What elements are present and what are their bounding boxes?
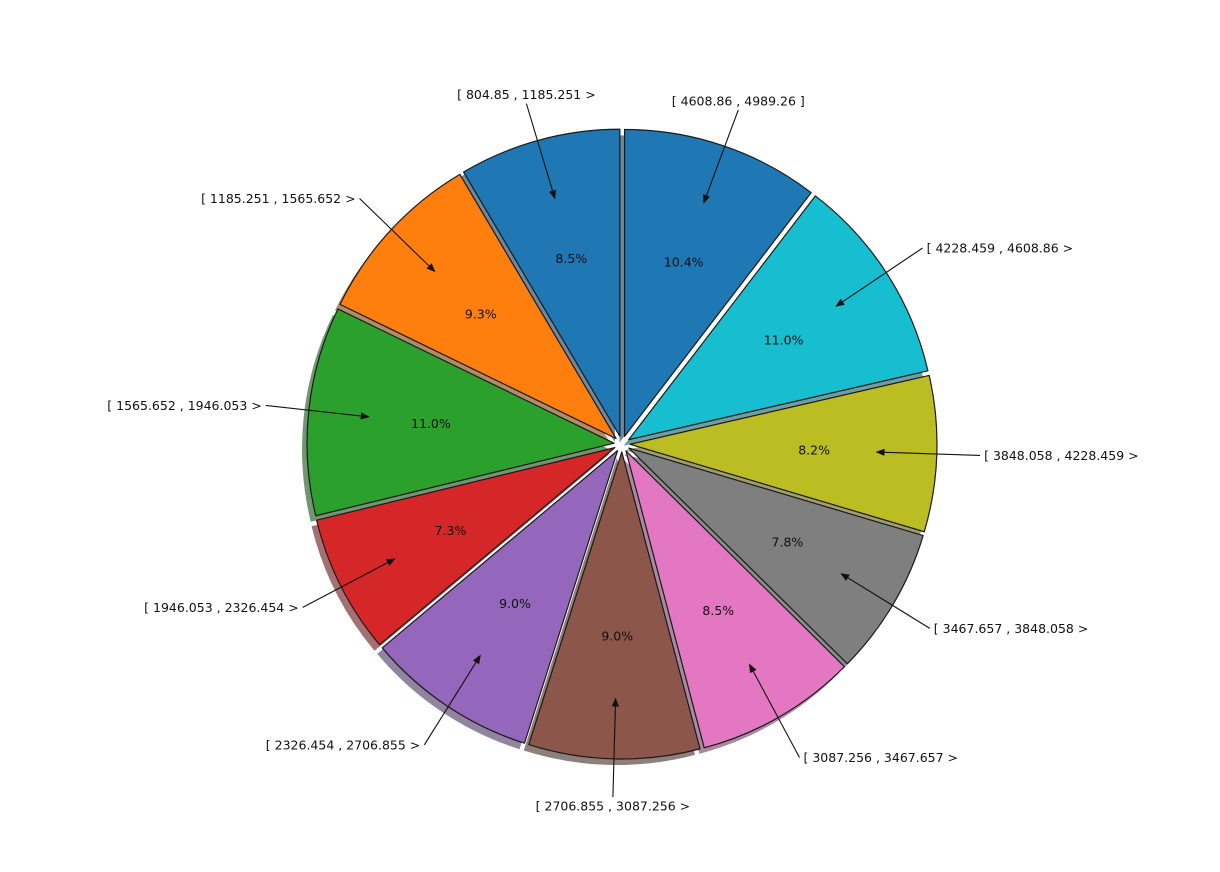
leader-arrowhead <box>703 194 710 204</box>
leader-arrowhead <box>386 558 396 566</box>
leader-line <box>842 247 923 303</box>
slice-percent-label: 10.4% <box>664 255 704 270</box>
slice-percent-label: 9.3% <box>465 306 497 321</box>
leader-line <box>612 706 616 798</box>
pie-slice <box>315 447 616 646</box>
slice-category-label: [ 2326.454 , 2706.855 > <box>266 737 421 752</box>
pie-slice <box>463 128 621 437</box>
slice-percent-label: 11.0% <box>764 333 804 348</box>
slice-category-label: [ 3848.058 , 4228.459 > <box>984 448 1139 463</box>
leader-arrowhead <box>835 298 845 307</box>
slice-category-label: [ 3467.657 , 3848.058 > <box>934 621 1089 636</box>
leader-arrowhead <box>472 654 481 665</box>
pie-slice <box>625 450 846 749</box>
leader-line <box>359 198 430 267</box>
wedge-layer <box>306 128 938 760</box>
slice-percent-label: 8.5% <box>702 603 734 618</box>
leader-line <box>705 109 739 196</box>
slice-category-label: [ 1946.053 , 2326.454 > <box>144 600 299 615</box>
leader-line <box>302 562 388 608</box>
slice-percent-label: 9.0% <box>499 596 531 611</box>
pie-slice <box>339 173 617 440</box>
percent-label-layer: 10.4% 11.0% 8.2% 7.8% 8.5% 9.0% 9.0% 7.3% 11.0% 9… <box>411 251 830 643</box>
slice-category-label: [ 1565.652 , 1946.053 > <box>107 398 262 413</box>
slice-category-label: [ 2706.855 , 3087.256 > <box>536 799 691 814</box>
leader-line <box>525 103 554 191</box>
leader-arrowhead <box>426 263 436 273</box>
slice-category-label: [ 1185.251 , 1565.652 > <box>201 191 356 206</box>
leader-line <box>847 577 931 629</box>
slice-percent-label: 8.5% <box>555 251 587 266</box>
category-label-layer: [ 4608.86 , 4989.26 ] [ 4228.459 , 4608.8… <box>107 87 1139 814</box>
leader-arrowhead <box>875 448 885 456</box>
slice-percent-label: 7.3% <box>435 523 467 538</box>
slice-percent-label: 8.2% <box>798 443 830 458</box>
leader-line <box>265 404 361 417</box>
leader-arrowhead <box>549 189 556 200</box>
slice-category-label: [ 3087.256 , 3467.657 > <box>804 750 959 765</box>
leader-arrowhead <box>611 697 619 707</box>
leader-arrowhead <box>840 573 850 581</box>
leader-line <box>752 671 800 758</box>
leader-arrowhead <box>749 663 757 674</box>
slice-percent-label: 9.0% <box>601 629 633 644</box>
slice-percent-label: 7.8% <box>772 534 804 549</box>
slice-category-label: [ 4608.86 , 4989.26 ] <box>672 93 805 108</box>
slice-category-label: [ 804.85 , 1185.251 > <box>457 87 596 102</box>
leader-arrowhead <box>360 412 370 420</box>
leader-line <box>423 662 477 746</box>
pie-slice <box>381 450 619 744</box>
pie-slice <box>628 195 929 441</box>
leader-line <box>884 451 981 456</box>
leader-line-layer <box>265 103 981 798</box>
slice-category-label: [ 4228.459 , 4608.86 > <box>927 241 1074 256</box>
pie-slice <box>628 447 924 665</box>
slice-percent-label: 11.0% <box>411 416 451 431</box>
pie-slice <box>623 128 812 438</box>
